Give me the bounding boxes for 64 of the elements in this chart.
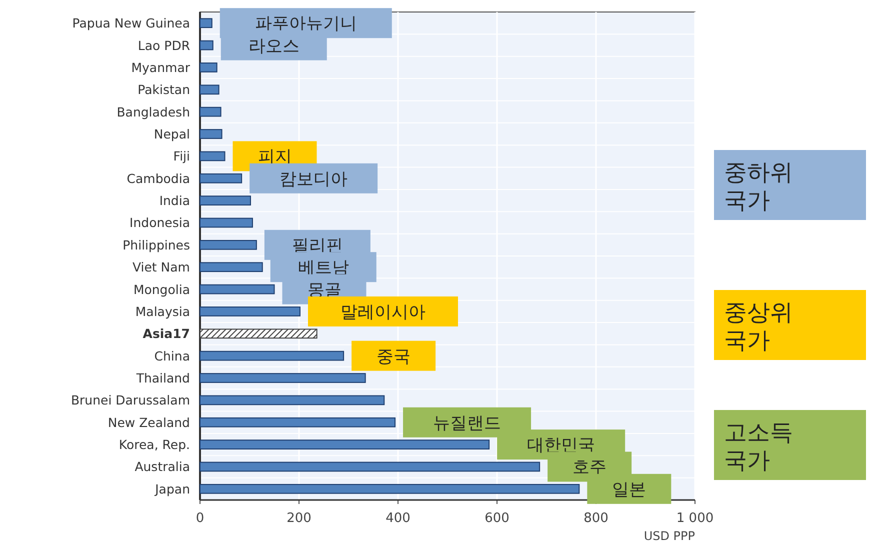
annotation: 중국 — [376, 346, 411, 367]
bar — [200, 40, 214, 50]
text: 중하위 국가 — [724, 160, 793, 214]
x-tick-label: 0 — [196, 511, 204, 526]
bar — [200, 151, 226, 162]
x-tick-label: 800 — [584, 511, 608, 526]
y-tick-label: New Zealand — [108, 414, 190, 430]
y-tick-label: Pakistan — [138, 82, 190, 98]
y-tick-label: India — [159, 193, 190, 208]
bar — [200, 306, 300, 316]
y-tick-label: Viet Nam — [132, 260, 190, 275]
annotation: 뉴질랜드 — [433, 413, 502, 434]
annotation: 말레이시아 — [340, 302, 426, 322]
annotation: 캄보디아 — [280, 169, 348, 190]
annotation: 라오스 — [248, 36, 300, 56]
text: 고소득 국가 — [724, 420, 793, 474]
y-tick-label: Thailand — [135, 370, 190, 386]
bar — [200, 395, 385, 406]
x-tick-label: 400 — [386, 511, 410, 526]
bar — [200, 218, 253, 228]
bar — [200, 484, 580, 494]
y-tick-label: Lao PDR — [138, 38, 190, 53]
y-tick-label: Papua New Guinea — [72, 16, 190, 31]
x-tick-label: 600 — [484, 511, 510, 526]
bar — [200, 18, 212, 28]
y-tick-label: Mongolia — [133, 282, 190, 297]
x-tick-label: 200 — [286, 511, 312, 526]
bar — [200, 462, 540, 472]
annotation: 피지 — [258, 147, 292, 168]
y-tick-label: Malaysia — [135, 304, 190, 319]
x-axis-title: USD PPP — [644, 529, 695, 543]
bar — [200, 262, 263, 272]
bar — [200, 129, 222, 139]
y-tick-label: Indonesia — [130, 215, 190, 230]
annotation: 베트남 — [298, 258, 349, 278]
bar — [200, 196, 251, 206]
x-tick-label: 1 000 — [676, 511, 714, 526]
y-tick-label: Japan — [154, 481, 190, 496]
y-tick-label: Brunei Darussalam — [70, 392, 190, 408]
text: 중상위 국가 — [724, 300, 793, 354]
bar — [200, 350, 344, 361]
y-tick-label: Cambodia — [126, 170, 190, 186]
annotation: 파푸아뉴기니 — [254, 14, 357, 34]
bar — [200, 240, 257, 250]
bar — [200, 417, 396, 428]
y-tick-label: Asia17 — [142, 326, 190, 342]
y-tick-label: China — [154, 348, 190, 364]
y-tick-label: Philippines — [122, 237, 190, 252]
annotation: 일본 — [612, 480, 646, 500]
y-tick-label: Nepal — [154, 126, 190, 142]
bar — [200, 62, 218, 72]
bar — [200, 106, 222, 117]
y-tick-label: Fiji — [173, 148, 190, 164]
y-tick-label: Australia — [134, 459, 190, 474]
bar — [200, 328, 318, 339]
bar — [200, 173, 242, 184]
y-tick-label: Bangladesh — [116, 104, 190, 120]
bar — [200, 84, 220, 95]
annotation: 호주 — [572, 458, 607, 478]
bar — [200, 373, 366, 383]
bar — [200, 284, 275, 294]
y-tick-label: Myanmar — [131, 60, 191, 75]
bar — [200, 440, 490, 450]
y-tick-label: Korea, Rep. — [118, 437, 190, 452]
